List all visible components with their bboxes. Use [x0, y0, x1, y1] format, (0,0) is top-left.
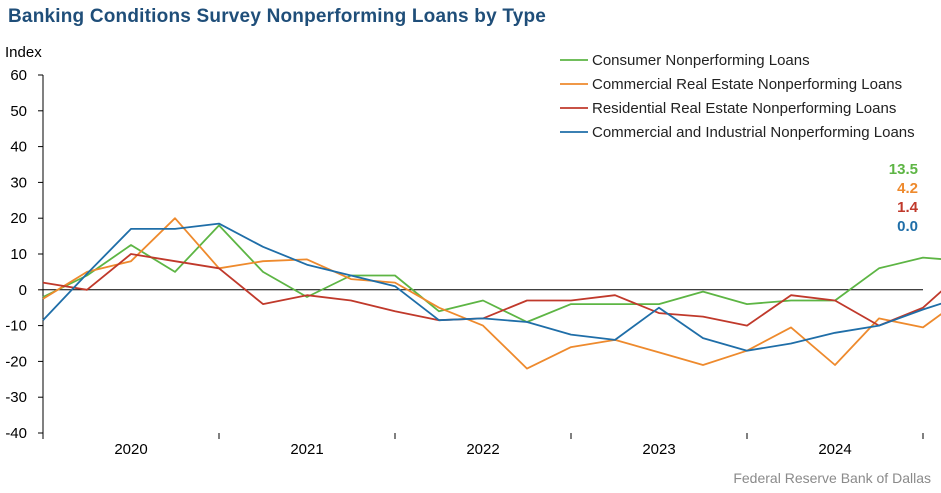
y-tick-label: -30 — [5, 389, 27, 406]
x-tick-label: 2021 — [290, 441, 323, 458]
x-tick-label: 2022 — [466, 441, 499, 458]
source-note: Federal Reserve Bank of Dallas — [733, 470, 931, 486]
x-tick-label: 2024 — [818, 441, 851, 458]
legend: Consumer Nonperforming Loans Commercial R… — [560, 52, 915, 141]
end-value-label: 0.0 — [897, 218, 918, 235]
chart-title: Banking Conditions Survey Nonperforming … — [8, 6, 547, 27]
y-tick-label: -40 — [5, 425, 27, 442]
end-labels: 13.5 4.2 1.4 0.0 — [889, 161, 919, 235]
x-tick-label: 2020 — [114, 441, 147, 458]
y-tick-label: -20 — [5, 353, 27, 370]
end-value-label: 13.5 — [889, 161, 918, 178]
x-tick-label: 2023 — [642, 441, 675, 458]
legend-entry: Consumer Nonperforming Loans — [592, 52, 810, 69]
series-line-4 — [42, 222, 941, 352]
series-layer — [42, 217, 941, 370]
y-axis-label: Index — [5, 44, 42, 61]
y-tick-label: 10 — [10, 246, 27, 263]
y-tick-label: 50 — [10, 103, 27, 120]
y-tick-label: 60 — [10, 67, 27, 84]
y-tick-label: 0 — [19, 282, 27, 299]
end-value-label: 4.2 — [897, 180, 918, 197]
y-tick-label: 40 — [10, 139, 27, 156]
y-tick-label: -10 — [5, 318, 27, 335]
legend-entry: Residential Real Estate Nonperforming Lo… — [592, 100, 896, 117]
chart-axes: Index 60 50 40 30 20 10 0 -10 -20 -30 -40 2020 2021 20… — [5, 44, 924, 458]
legend-entry: Commercial Real Estate Nonperforming Loa… — [592, 76, 902, 93]
end-value-label: 1.4 — [897, 199, 919, 216]
series-line-1 — [42, 224, 941, 323]
series-line-2 — [42, 217, 941, 370]
y-tick-label: 20 — [10, 210, 27, 227]
y-tick-label: 30 — [10, 174, 27, 191]
legend-entry: Commercial and Industrial Nonperforming … — [592, 124, 915, 141]
